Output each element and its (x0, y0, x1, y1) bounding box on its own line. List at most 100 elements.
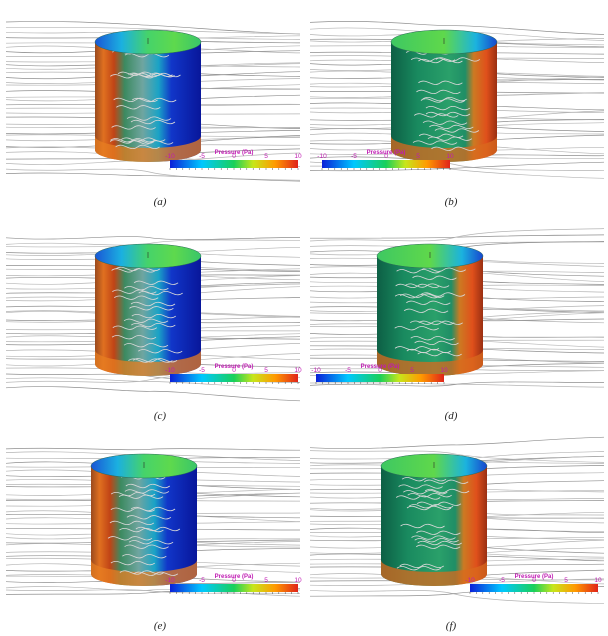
wake-line (128, 540, 174, 545)
wake-line (111, 125, 156, 130)
wake-line (416, 530, 461, 535)
colorbar-gradient (170, 584, 298, 592)
wake-line (138, 291, 183, 296)
wake-line (125, 483, 171, 489)
streamline (5, 386, 301, 402)
wake-streamlines (405, 50, 481, 151)
wake-line (119, 570, 165, 575)
wake-line (401, 477, 447, 482)
colorbar-tick-label: 5 (564, 577, 568, 584)
colorbar-tick-label: -10 (165, 367, 175, 374)
cylinder-side (377, 256, 483, 376)
wake-line (398, 484, 443, 489)
wake-line (126, 515, 172, 520)
wake-streamlines (394, 267, 467, 357)
wake-line (135, 526, 181, 532)
colorbar-tick-label: 10 (294, 153, 302, 160)
wake-line (435, 57, 481, 62)
streamline (5, 589, 301, 594)
wake-line (414, 538, 459, 543)
wake-line (131, 314, 177, 319)
cylinder-base-band (377, 350, 483, 376)
wake-line (399, 563, 445, 568)
colorbar: Pressure (Pa) -10 -5 0 5 10 (165, 364, 302, 384)
cylinder-side (91, 466, 197, 586)
colorbar-tick-label: 10 (294, 577, 302, 584)
wake-line (411, 535, 456, 540)
wake-line (425, 106, 471, 111)
cylinder-body (391, 42, 497, 162)
wake-line (414, 340, 459, 345)
streamline (5, 168, 301, 181)
streamline (5, 372, 301, 383)
wake-line (431, 146, 476, 151)
wake-line (110, 138, 155, 143)
panel-d: Pressure (Pa) -10 -5 0 5 10 (d) (309, 228, 605, 422)
colorbar-tick-label: 0 (384, 153, 388, 160)
wake-line (407, 493, 452, 498)
panel-caption: (d) (445, 410, 458, 422)
colorbar-tick-label: -10 (165, 577, 175, 584)
wake-line (406, 300, 451, 305)
wake-line (403, 490, 448, 495)
wake-line (403, 308, 449, 313)
wake-line (408, 504, 454, 509)
panel-e: Pressure (Pa) -10 -5 0 5 10 (e) (5, 447, 302, 632)
colorbar: Pressure (Pa) -10 -5 0 5 10 (165, 574, 302, 594)
wake-line (406, 505, 452, 511)
wake-line (130, 73, 175, 78)
colorbar-tick-label: 10 (440, 367, 448, 374)
colorbar-tick-label: -5 (199, 367, 205, 374)
wake-line (123, 343, 169, 348)
colorbar: Pressure (Pa) -10 -5 0 5 10 (311, 364, 448, 384)
streamline (309, 228, 605, 242)
wake-line (112, 325, 158, 330)
wake-line (396, 269, 441, 274)
wake-line (417, 540, 462, 546)
wake-line (126, 116, 172, 121)
colorbar-tick-label: -5 (499, 577, 505, 584)
streamline (5, 447, 301, 451)
wake-line (427, 136, 473, 141)
wake-line (404, 283, 450, 288)
wake-line (396, 566, 442, 571)
colorbar-tick-label: -5 (345, 367, 351, 374)
cylinder-base-band (391, 136, 497, 162)
colorbar-title: Pressure (Pa) (215, 364, 254, 370)
wake-line (111, 268, 156, 273)
colorbar-gradient (170, 160, 298, 168)
wake-line (118, 494, 164, 499)
wake-line (420, 98, 466, 103)
panel-caption: (a) (154, 196, 167, 208)
colorbar: Pressure (Pa) -10 -5 0 5 10 (165, 150, 302, 170)
wake-line (410, 336, 455, 341)
wake-line (400, 523, 445, 529)
colorbar-tick-label: 0 (232, 367, 236, 374)
colorbar-tick-label: -10 (465, 577, 475, 584)
cylinder-side (95, 256, 201, 376)
panel-a: Pressure (Pa) -10 -5 0 5 10 (a) (5, 21, 302, 208)
colorbar-tick-label: 0 (532, 577, 536, 584)
cylinder-side (391, 42, 497, 162)
wake-line (130, 119, 176, 125)
wake-line (137, 349, 183, 354)
colorbar-gradient (470, 584, 598, 592)
panel-b: Pressure (Pa) -10 -5 0 5 10 (b) (309, 21, 605, 208)
wake-line (110, 561, 156, 566)
streamline (5, 26, 301, 35)
wake-line (413, 113, 459, 118)
wake-line (109, 139, 155, 144)
wake-line (418, 80, 463, 85)
colorbar-tick-label: 5 (264, 153, 268, 160)
streamline (309, 436, 605, 450)
colorbar-tick-label: -5 (351, 153, 357, 160)
wake-line (132, 358, 178, 363)
wake-streamlines (107, 475, 181, 576)
wake-line (409, 320, 455, 325)
streamline (309, 589, 605, 605)
panel-caption: (e) (154, 620, 167, 632)
wake-line (420, 292, 466, 297)
colorbar: Pressure (Pa) -10 -5 0 5 10 (317, 150, 454, 170)
wake-line (418, 320, 463, 325)
